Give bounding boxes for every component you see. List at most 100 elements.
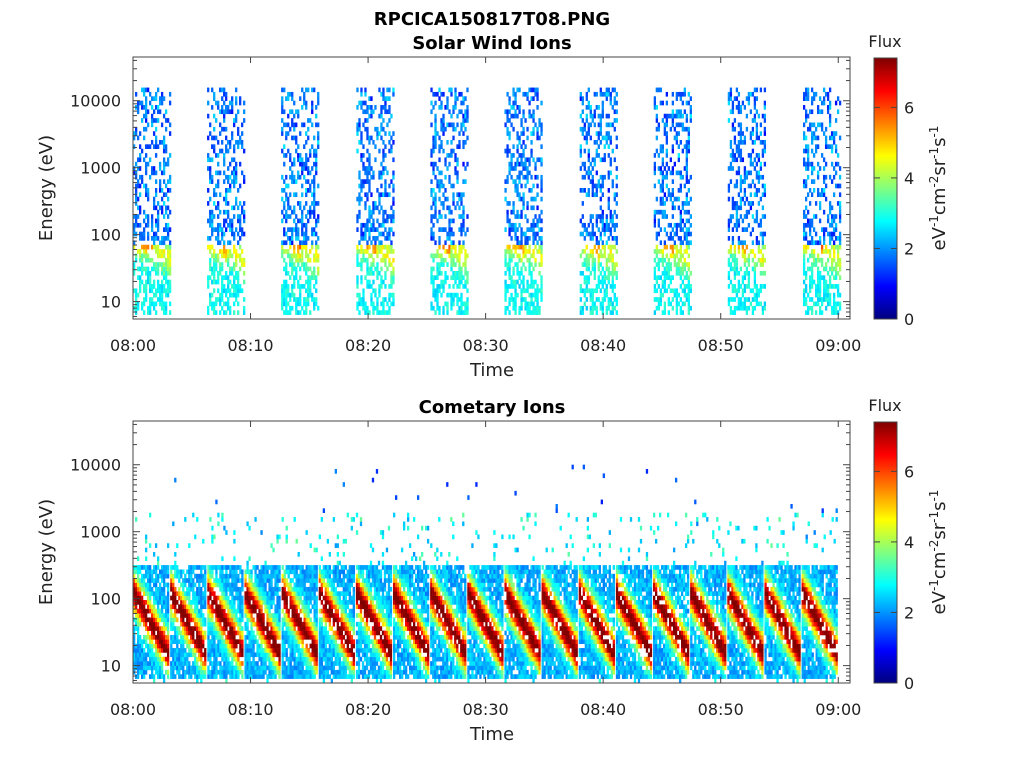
heatmap-cell [142,301,146,307]
heatmap-cell [376,270,379,276]
heatmap-cell [366,262,369,267]
heatmap-cell [215,262,218,267]
heatmap-cell [148,621,152,627]
heatmap-cell [301,305,304,311]
heatmap-cell [150,113,154,119]
heatmap-cell [683,292,686,298]
heatmap-cell [160,634,164,640]
heatmap-cell [142,582,146,588]
heatmap-cell [739,179,743,184]
heatmap-cell [816,297,820,302]
heatmap-cell [581,305,584,311]
heatmap-cell [514,301,517,307]
heatmap-cell [154,310,158,315]
heatmap-cell [148,144,152,149]
heatmap-cell [824,144,828,149]
heatmap-cell [522,192,525,198]
heatmap-cell [291,170,294,176]
heatmap-cell [810,262,814,267]
heatmap-cell [178,608,181,614]
heatmap-cell [508,310,511,315]
heatmap-cell [597,135,600,141]
heatmap-cell [384,209,387,215]
heatmap-cell [591,292,594,298]
heatmap-cell [160,297,164,302]
heatmap-cell [816,279,820,285]
heatmap-cell [532,240,535,246]
heatmap-cell [687,244,690,250]
heatmap-cell [137,301,140,307]
heatmap-cell [729,109,733,115]
heatmap-cell [751,310,755,315]
heatmap-cell [747,297,751,302]
heatmap-cell [168,100,172,106]
heatmap-cell [315,161,318,167]
heatmap-cell [524,301,527,307]
heatmap-cell [804,144,808,149]
x-axis-label: Time [469,360,514,381]
heatmap-cell [436,131,439,136]
heatmap-cell [285,279,288,285]
heatmap-cell [504,196,507,202]
heatmap-cell [172,648,175,653]
heatmap-cell [291,262,294,267]
heatmap-cell [160,188,164,193]
heatmap-cell [366,131,369,136]
heatmap-cell [514,262,517,267]
heatmap-cell [522,153,525,158]
heatmap-cell [233,205,236,211]
heatmap-cell [430,188,433,193]
heatmap-cell [160,240,164,246]
heatmap-cell [291,122,294,128]
heatmap-cell [135,257,138,263]
heatmap-cell [450,113,453,119]
heatmap-cell [196,608,199,614]
heatmap-cell [733,139,737,145]
heatmap-cell [669,196,672,202]
heatmap-cell [166,582,170,588]
heatmap-cell [683,262,686,267]
heatmap-cell [370,113,373,119]
heatmap-cell [665,266,668,272]
heatmap-cell [215,118,218,123]
heatmap-cell [200,565,203,570]
heatmap-cell [360,153,363,158]
heatmap-cell [237,231,240,237]
heatmap-cell [438,310,441,315]
x-tick-label: 08:00 [110,336,156,355]
heatmap-cell [595,131,598,136]
heatmap-cell [597,131,600,136]
heatmap-cell [751,179,755,184]
heatmap-cell [450,87,453,93]
heatmap-cell [683,91,686,97]
heatmap-cell [227,201,230,206]
heatmap-cell [663,201,666,206]
heatmap-cell [364,201,367,206]
heatmap-cell [579,284,582,289]
heatmap-cell [176,648,179,653]
heatmap-cell [514,214,517,219]
heatmap-cell [299,131,302,136]
heatmap-cell [826,297,830,302]
heatmap-cell [221,231,224,237]
heatmap-cell [135,201,138,206]
heatmap-cell [460,244,463,250]
heatmap-cell [374,305,377,311]
heatmap-cell [681,301,684,307]
heatmap-cell [504,148,507,154]
heatmap-cell [198,665,201,671]
heatmap-cell [229,222,232,228]
heatmap-cell [358,214,361,219]
heatmap-cell [838,174,842,180]
heatmap-cell [133,214,136,219]
heatmap-cell [812,257,816,263]
heatmap-cell [818,310,822,315]
heatmap-cell [172,591,175,596]
heatmap-cell [313,297,316,302]
heatmap-cell [836,288,840,294]
heatmap-cell [283,279,286,285]
heatmap-cell [520,279,523,285]
heatmap-cell [607,244,610,250]
heatmap-cell [281,253,284,259]
